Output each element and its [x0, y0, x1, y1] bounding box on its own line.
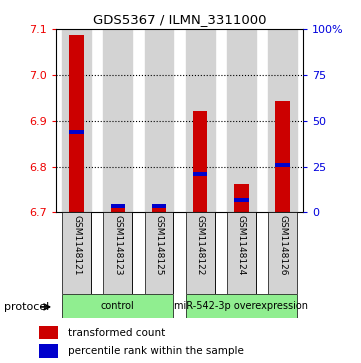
Bar	[39, 344, 58, 358]
Bar	[110, 204, 125, 208]
Text: transformed count: transformed count	[68, 327, 165, 338]
Bar	[186, 212, 215, 294]
Text: GSM1148124: GSM1148124	[237, 215, 246, 275]
Bar	[62, 294, 173, 318]
Text: GSM1148123: GSM1148123	[113, 215, 122, 275]
Bar	[193, 111, 208, 212]
Bar	[186, 29, 215, 212]
Text: protocol: protocol	[4, 302, 49, 312]
Bar	[186, 294, 297, 318]
Bar	[103, 29, 132, 212]
Bar	[69, 130, 84, 134]
Bar	[144, 212, 173, 294]
Bar	[152, 207, 166, 212]
Bar	[234, 198, 249, 202]
Text: GSM1148126: GSM1148126	[278, 215, 287, 275]
Bar	[152, 204, 166, 208]
Title: GDS5367 / ILMN_3311000: GDS5367 / ILMN_3311000	[93, 13, 266, 26]
Bar	[268, 212, 297, 294]
Text: GSM1148125: GSM1148125	[155, 215, 164, 275]
Bar	[69, 34, 84, 212]
Bar	[193, 172, 208, 176]
Bar	[110, 207, 125, 212]
Bar	[227, 212, 256, 294]
Bar	[62, 212, 91, 294]
Bar	[144, 29, 173, 212]
Bar	[103, 212, 132, 294]
Bar	[275, 101, 290, 212]
Bar	[39, 326, 58, 339]
Bar	[234, 184, 249, 212]
Text: percentile rank within the sample: percentile rank within the sample	[68, 346, 244, 356]
Bar	[227, 29, 256, 212]
Text: control: control	[101, 301, 135, 311]
Text: GSM1148122: GSM1148122	[196, 215, 205, 275]
Text: GSM1148121: GSM1148121	[72, 215, 81, 275]
Bar	[268, 29, 297, 212]
Bar	[275, 163, 290, 167]
Text: miR-542-3p overexpression: miR-542-3p overexpression	[174, 301, 308, 311]
Bar	[62, 29, 91, 212]
